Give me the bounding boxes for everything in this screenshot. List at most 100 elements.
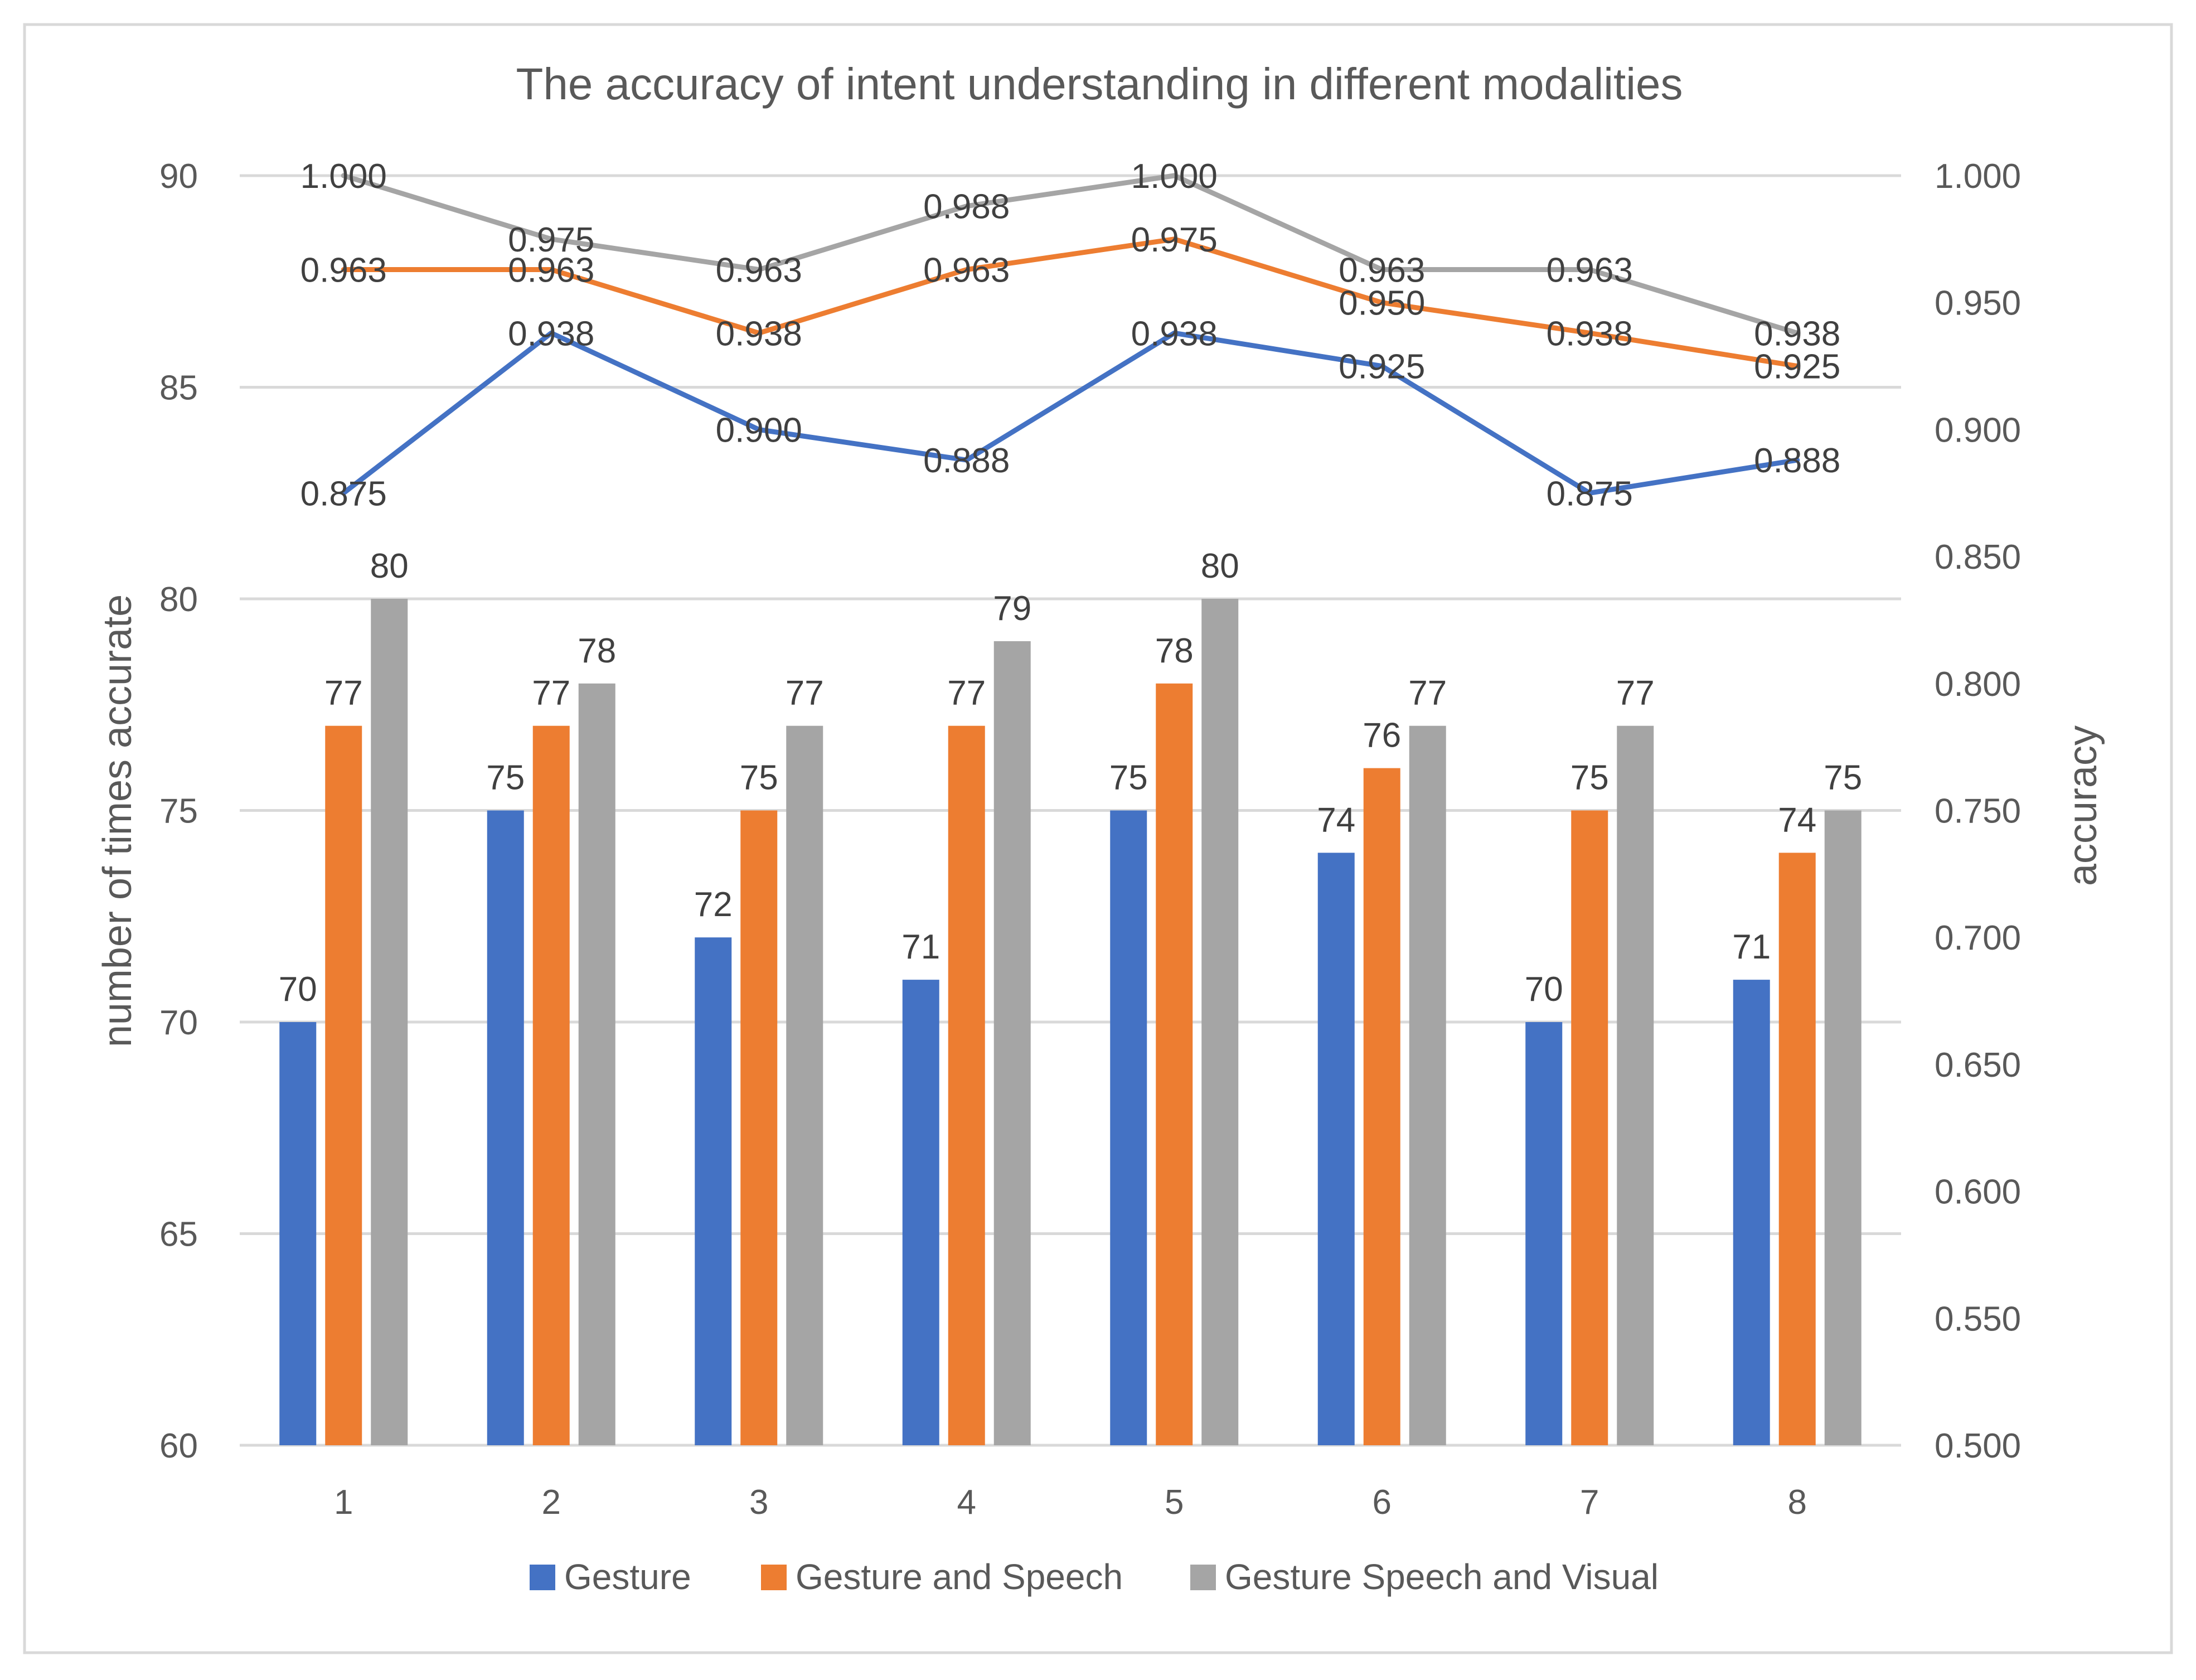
line-data-label: 0.963 [508, 251, 594, 289]
bar [279, 1022, 317, 1445]
bar-data-label: 74 [1778, 801, 1816, 839]
x-tick-label: 7 [1580, 1483, 1599, 1522]
y2-tick-label: 0.650 [1935, 1046, 2021, 1085]
bar [1201, 599, 1239, 1445]
y2-tick-label: 0.950 [1935, 284, 2021, 323]
accuracy-lines [341, 173, 1800, 496]
bar-data-label: 77 [947, 674, 986, 713]
line-point [550, 269, 552, 270]
line-data-label: 0.963 [1547, 251, 1633, 289]
y2-tick-label: 0.550 [1935, 1300, 2021, 1338]
bar [532, 725, 570, 1445]
bar [786, 725, 823, 1445]
bar-data-label: 70 [1525, 970, 1563, 1009]
bar-data-label: 71 [1732, 928, 1771, 966]
line-data-label: 0.875 [300, 475, 387, 513]
y2-tick-label: 0.850 [1935, 538, 2021, 577]
y-tick-label: 80 [159, 580, 198, 619]
line-data-label: 0.938 [508, 314, 594, 353]
bar [1571, 810, 1608, 1445]
bar-data-label: 75 [486, 759, 525, 797]
y-tick-label: 75 [159, 792, 198, 831]
line-data-label: 1.000 [1131, 157, 1218, 196]
line-data-label: 0.963 [300, 251, 387, 289]
bar [1156, 683, 1193, 1445]
x-tick-label: 4 [957, 1483, 976, 1522]
line-data-label: 0.938 [1131, 314, 1218, 353]
legend-label: Gesture and Speech [796, 1557, 1123, 1597]
bar-data-label: 75 [740, 759, 778, 797]
bars [279, 599, 1861, 1445]
bar-data-label: 77 [532, 674, 570, 713]
line-point [1174, 332, 1175, 334]
line-data-label: 0.938 [1547, 314, 1633, 353]
y-tick-label: 85 [159, 369, 198, 408]
bar [1824, 810, 1861, 1445]
line-data-label: 0.975 [1131, 221, 1218, 259]
bar-data-label: 80 [370, 547, 409, 585]
legend-swatch [530, 1565, 555, 1590]
axis-ticks: 606570758085900.5000.5500.6000.6500.7000… [159, 157, 2021, 1522]
bar [1778, 853, 1816, 1445]
bar [740, 810, 778, 1445]
line-data-label: 0.875 [1547, 475, 1633, 513]
y-tick-label: 90 [159, 157, 198, 196]
x-tick-label: 3 [749, 1483, 768, 1522]
bar [902, 980, 939, 1445]
bar-data-label: 72 [694, 885, 733, 924]
legend-swatch [761, 1565, 787, 1590]
y2-tick-label: 0.500 [1935, 1427, 2021, 1465]
y2-tick-label: 0.700 [1935, 919, 2021, 957]
bar-data-label: 75 [1570, 759, 1609, 797]
line-point [1174, 175, 1175, 176]
y2-tick-label: 1.000 [1935, 157, 2021, 196]
y2-tick-label: 0.600 [1935, 1173, 2021, 1212]
bar [948, 725, 985, 1445]
bar [695, 937, 732, 1445]
y-tick-label: 65 [159, 1216, 198, 1254]
bar [1525, 1022, 1563, 1445]
line-data-label: 0.938 [716, 314, 802, 353]
line-point [1796, 459, 1798, 461]
line-data-label: 1.000 [300, 157, 387, 196]
line-data-label: 0.963 [923, 251, 1010, 289]
bar-data-label: 71 [901, 928, 940, 966]
line-data-label: 0.900 [716, 411, 802, 449]
line-point [1589, 332, 1591, 334]
line-point [550, 332, 552, 334]
bar [371, 599, 408, 1445]
bar-data-label: 70 [279, 970, 317, 1009]
legend: Gesture Gesture and Speech Gesture Speech … [530, 1557, 1659, 1597]
line-point [1796, 365, 1798, 367]
bar [1317, 853, 1355, 1445]
line-point [758, 429, 760, 430]
legend-swatch [1190, 1565, 1216, 1590]
line-point [343, 175, 345, 176]
bar [993, 641, 1031, 1445]
y2-axis-label: accuracy [2061, 725, 2105, 886]
line-data-label: 0.963 [1339, 251, 1425, 289]
line-point [1589, 269, 1591, 270]
bar [487, 810, 524, 1445]
accuracy-line [341, 330, 1800, 496]
bar-data-label: 75 [1824, 759, 1862, 797]
x-tick-label: 8 [1788, 1483, 1807, 1522]
line-data-label: 0.963 [716, 251, 802, 289]
line-point [966, 459, 967, 461]
bar-data-label: 77 [786, 674, 824, 713]
bar-data-label: 76 [1363, 716, 1401, 755]
accuracy-line [341, 236, 1800, 369]
line-point [966, 205, 967, 207]
bar [578, 683, 615, 1445]
bar [1733, 980, 1770, 1445]
x-tick-label: 5 [1165, 1483, 1184, 1522]
line-point [966, 269, 967, 270]
y2-tick-label: 0.900 [1935, 411, 2021, 449]
line-data-label: 0.938 [1754, 314, 1840, 353]
y2-tick-label: 0.800 [1935, 665, 2021, 704]
bar-data-label: 80 [1201, 547, 1239, 585]
line-data-label: 0.988 [923, 188, 1010, 226]
